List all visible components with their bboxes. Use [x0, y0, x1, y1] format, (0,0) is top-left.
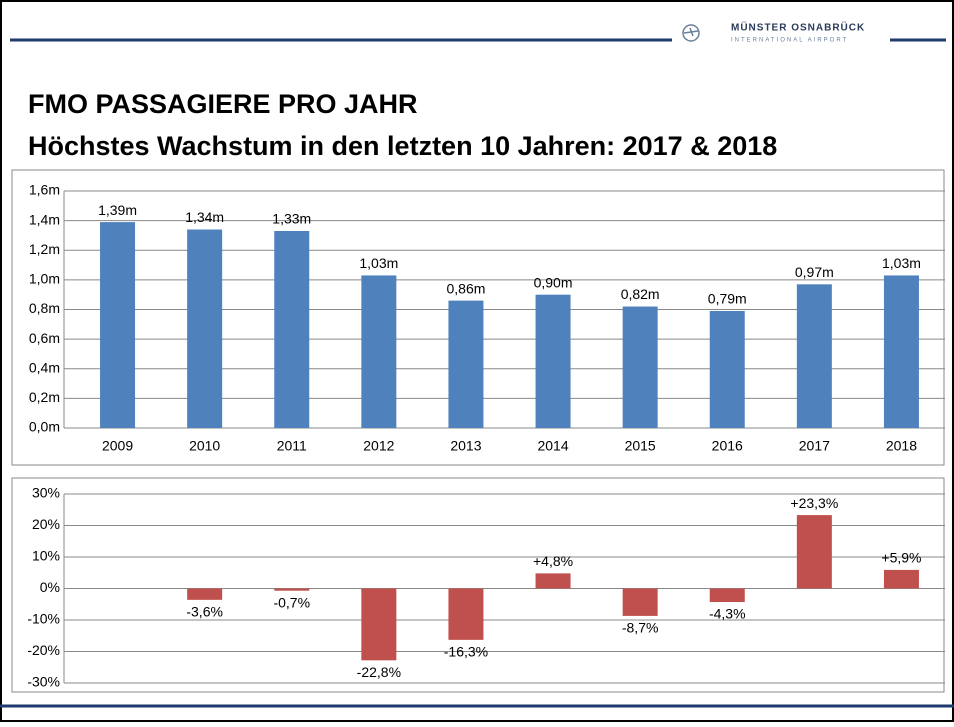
y-tick-label: 30% — [32, 485, 60, 501]
data-label: 1,34m — [185, 209, 224, 225]
x-tick-label: 2016 — [712, 438, 743, 454]
bar — [187, 588, 223, 600]
data-label: +4,8% — [533, 553, 573, 569]
bar — [883, 275, 919, 428]
data-label: 0,82m — [621, 286, 660, 302]
data-label: +23,3% — [790, 495, 838, 511]
bar — [274, 588, 310, 591]
data-label: -3,6% — [186, 604, 223, 620]
bar — [709, 588, 745, 603]
bar — [622, 306, 658, 428]
y-tick-label: -10% — [27, 611, 60, 627]
y-tick-label: -20% — [27, 642, 60, 658]
logo-name: MÜNSTER OSNABRÜCK — [731, 21, 865, 34]
data-label: -8,7% — [622, 620, 659, 636]
bar — [361, 275, 397, 428]
x-tick-label: 2018 — [886, 438, 917, 454]
bar — [100, 222, 136, 428]
logo-icon — [682, 24, 700, 42]
data-label: 0,86m — [446, 280, 485, 296]
data-label: 1,39m — [98, 202, 137, 218]
y-tick-label: 0,6m — [29, 330, 60, 346]
data-label: +5,9% — [881, 550, 921, 566]
bar — [535, 573, 571, 589]
data-label: -4,3% — [709, 606, 746, 622]
data-label: -0,7% — [273, 594, 310, 610]
y-tick-label: 0% — [40, 579, 60, 595]
data-label: 0,90m — [534, 274, 573, 290]
data-label: -16,3% — [444, 644, 488, 660]
data-label: 1,03m — [882, 255, 921, 271]
y-tick-label: 1,4m — [29, 211, 60, 227]
y-tick-label: 20% — [32, 516, 60, 532]
data-label: 0,79m — [708, 291, 747, 307]
bar — [361, 588, 397, 661]
bar — [535, 294, 571, 428]
x-tick-label: 2017 — [799, 438, 830, 454]
data-label: 0,97m — [795, 264, 834, 280]
y-tick-label: 0,8m — [29, 300, 60, 316]
bar — [796, 515, 832, 589]
bar — [274, 230, 310, 428]
x-tick-label: 2012 — [363, 438, 394, 454]
x-tick-label: 2009 — [102, 438, 133, 454]
bar — [796, 284, 832, 428]
bar — [448, 300, 484, 428]
y-tick-label: 0,0m — [29, 419, 60, 435]
data-label: 1,33m — [272, 211, 311, 227]
y-tick-label: 1,0m — [29, 271, 60, 287]
bar — [883, 569, 919, 589]
x-tick-label: 2013 — [450, 438, 481, 454]
y-tick-label: 1,2m — [29, 241, 60, 257]
y-tick-label: 0,4m — [29, 359, 60, 375]
subtitle: Höchstes Wachstum in den letzten 10 Jahr… — [28, 131, 777, 161]
bar — [187, 229, 223, 428]
y-tick-label: -30% — [27, 674, 60, 690]
x-tick-label: 2011 — [277, 438, 307, 454]
data-label: 1,03m — [359, 255, 398, 271]
logo-plane — [683, 27, 699, 37]
logo-sub: INTERNATIONAL AIRPORT — [731, 38, 848, 44]
chart-frame — [11, 169, 945, 466]
data-label: -22,8% — [357, 664, 401, 680]
y-tick-label: 1,6m — [29, 182, 60, 198]
x-tick-label: 2014 — [537, 438, 568, 454]
title: FMO PASSAGIERE PRO JAHR — [28, 89, 418, 119]
bar — [622, 588, 658, 616]
y-tick-label: 10% — [32, 548, 60, 564]
x-tick-label: 2010 — [189, 438, 220, 454]
bar — [709, 310, 745, 428]
y-tick-label: 0,2m — [29, 389, 60, 405]
x-tick-label: 2015 — [625, 438, 656, 454]
bar — [448, 588, 484, 640]
chart-frame — [11, 477, 945, 693]
